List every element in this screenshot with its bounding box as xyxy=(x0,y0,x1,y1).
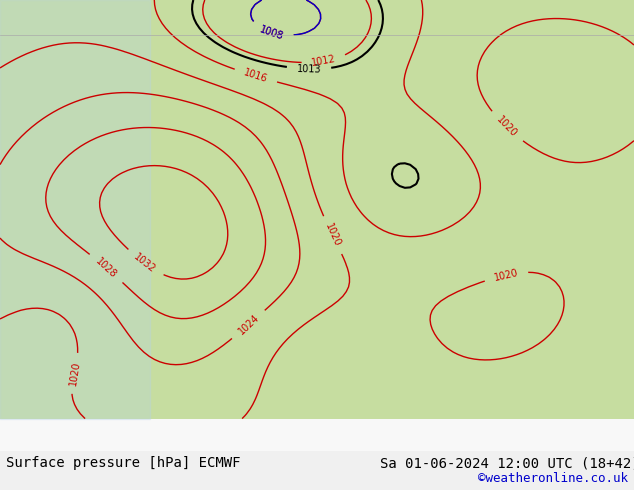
Bar xyxy=(0,0,150,418)
Text: 1013: 1013 xyxy=(297,64,321,74)
Text: 1012: 1012 xyxy=(311,54,337,68)
Text: Sa 01-06-2024 12:00 UTC (18+42): Sa 01-06-2024 12:00 UTC (18+42) xyxy=(380,456,634,470)
Text: 1008: 1008 xyxy=(259,24,285,41)
Text: 1008: 1008 xyxy=(259,24,285,41)
Text: 1024: 1024 xyxy=(236,313,261,337)
Text: 1020: 1020 xyxy=(323,222,342,248)
Text: ©weatheronline.co.uk: ©weatheronline.co.uk xyxy=(477,472,628,485)
Text: 1020: 1020 xyxy=(493,268,519,283)
Text: 1032: 1032 xyxy=(132,252,158,275)
Text: Surface pressure [hPa] ECMWF: Surface pressure [hPa] ECMWF xyxy=(6,456,241,470)
Text: 1028: 1028 xyxy=(94,256,119,280)
Bar xyxy=(0,418,634,451)
Text: 1020: 1020 xyxy=(495,115,519,139)
Text: 1016: 1016 xyxy=(243,68,269,84)
Text: 1020: 1020 xyxy=(68,361,82,386)
